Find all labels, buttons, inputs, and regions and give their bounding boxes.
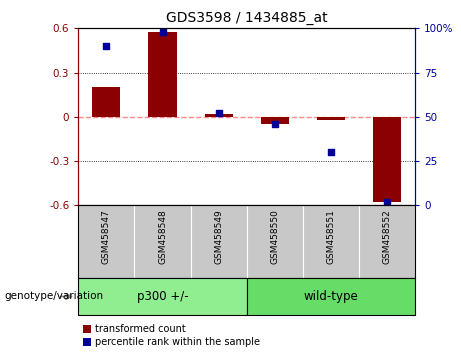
Point [271,121,278,127]
Bar [373,117,401,202]
Title: GDS3598 / 1434885_at: GDS3598 / 1434885_at [166,11,327,24]
Point [159,29,166,35]
Bar [317,117,345,120]
Point [327,149,334,155]
Point [383,199,390,205]
Point [215,110,222,116]
Text: GSM458550: GSM458550 [270,209,279,264]
Point [103,43,110,49]
Text: wild-type: wild-type [303,290,358,303]
Bar [205,114,233,117]
Bar [247,278,415,315]
Text: GSM458548: GSM458548 [158,209,167,264]
Bar [148,32,177,117]
Text: GSM458549: GSM458549 [214,209,223,264]
Text: GSM458547: GSM458547 [102,209,111,264]
Bar [260,117,289,124]
Text: genotype/variation: genotype/variation [5,291,104,302]
Legend: transformed count, percentile rank within the sample: transformed count, percentile rank withi… [83,325,260,347]
Bar [92,87,120,117]
Bar [78,278,247,315]
Text: p300 +/-: p300 +/- [137,290,188,303]
Text: GSM458551: GSM458551 [326,209,335,264]
Text: GSM458552: GSM458552 [382,209,391,264]
